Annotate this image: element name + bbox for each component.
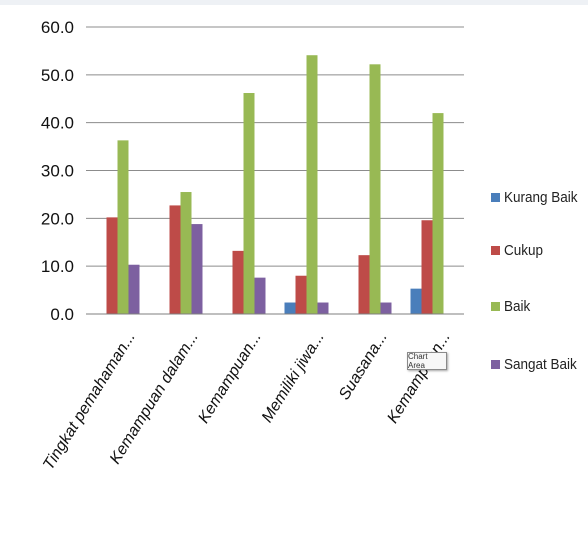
- legend-swatch: [491, 359, 500, 369]
- bars: [106, 55, 444, 314]
- legend[interactable]: Kurang Baik Cukup Baik Sangat Baik: [491, 178, 588, 398]
- bar-baik[interactable]: [432, 113, 444, 314]
- legend-swatch: [491, 245, 500, 255]
- bar-sangat-baik[interactable]: [191, 224, 203, 314]
- bar-kurang-baik[interactable]: [410, 288, 422, 314]
- bar-sangat-baik[interactable]: [254, 277, 266, 314]
- y-tick-label: 50.0: [41, 66, 74, 85]
- legend-item[interactable]: Kurang Baik: [491, 185, 586, 209]
- legend-item[interactable]: Sangat Baik: [491, 352, 585, 376]
- bar-cukup[interactable]: [295, 275, 307, 314]
- x-tick-label: Kemampuan...: [195, 329, 265, 426]
- bar-baik[interactable]: [306, 55, 318, 314]
- legend-swatch: [491, 301, 500, 311]
- x-tick-label: Kemampuan...: [384, 329, 454, 426]
- bar-cukup[interactable]: [106, 217, 118, 314]
- y-tick-label: 30.0: [41, 162, 74, 181]
- y-tick-label: 40.0: [41, 114, 74, 133]
- y-tick-label: 60.0: [41, 18, 74, 37]
- legend-item[interactable]: Baik: [491, 294, 533, 318]
- bar-sangat-baik[interactable]: [317, 302, 329, 314]
- x-axis-tick-labels: Tingkat pemahaman...Kemampuan dalam...Ke…: [40, 329, 454, 473]
- bar-baik[interactable]: [243, 93, 255, 314]
- gridlines: [86, 26, 464, 267]
- x-tick-label: Suasana...: [336, 329, 391, 403]
- legend-label: Kurang Baik: [504, 188, 578, 206]
- bar-cukup[interactable]: [421, 220, 433, 314]
- x-tick-label: Memiliki jiwa...: [259, 329, 328, 425]
- legend-swatch: [491, 192, 500, 202]
- bar-baik[interactable]: [180, 192, 192, 314]
- chart-area-tooltip: Chart Area: [407, 352, 447, 370]
- y-axis-tick-labels: 0.0 10.0 20.0 30.0 40.0 50.0 60.0: [41, 18, 74, 324]
- bar-cukup[interactable]: [232, 250, 244, 314]
- bar-sangat-baik[interactable]: [380, 302, 392, 314]
- window-top-strip: [0, 0, 588, 5]
- bar-baik[interactable]: [369, 64, 381, 314]
- bar-kurang-baik[interactable]: [284, 302, 296, 314]
- bar-sangat-baik[interactable]: [128, 264, 140, 314]
- y-tick-label: 0.0: [50, 305, 74, 324]
- legend-label: Sangat Baik: [504, 355, 577, 373]
- bar-cukup[interactable]: [169, 205, 181, 314]
- y-tick-label: 10.0: [41, 257, 74, 276]
- legend-item[interactable]: Cukup: [491, 238, 547, 262]
- bar-cukup[interactable]: [358, 255, 370, 314]
- legend-label: Cukup: [504, 241, 544, 259]
- bar-baik[interactable]: [117, 140, 129, 314]
- legend-label: Baik: [504, 297, 531, 315]
- y-tick-label: 20.0: [41, 209, 74, 228]
